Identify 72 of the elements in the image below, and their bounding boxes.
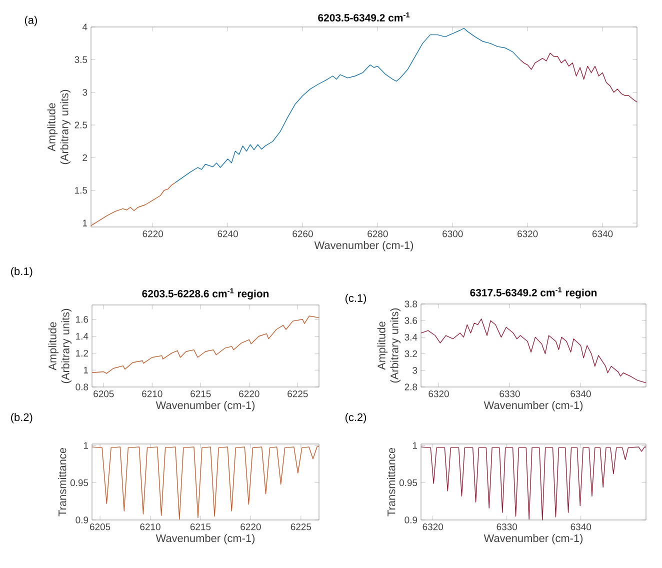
text: (a) (24, 16, 37, 26)
y-tick-label: 2.5 (74, 122, 88, 128)
y-tick-label: 1 (84, 442, 88, 449)
y-tick-label: 1.2 (76, 350, 88, 356)
x-tick-label: 6240 (218, 230, 238, 238)
x-tick-label: 6340 (570, 524, 592, 530)
text: (b.2) (11, 413, 32, 424)
y-tick-label: 0.9 (404, 516, 418, 524)
y-tick-label: 0.8 (76, 384, 88, 390)
y-tick-label: 0.95 (70, 479, 88, 486)
x-tick-label: 6320 (428, 390, 449, 398)
text: (b.1) (11, 267, 32, 278)
y-tick-label: 2.8 (404, 384, 418, 390)
x-tick-label: 6225 (290, 524, 312, 530)
x-tick-label: 6330 (500, 390, 520, 398)
y-tick-label: 2 (82, 154, 88, 162)
text: (c.1) (345, 294, 366, 304)
x-tick-label: 6340 (592, 230, 613, 238)
y-axis-title: Amplitude (Arbitrary units) (377, 308, 400, 383)
x-tick-label: 6205 (90, 524, 110, 530)
y-tick-label: 1 (82, 220, 88, 226)
line-series (92, 316, 320, 374)
x-tick-label: 6210 (140, 524, 160, 530)
y-tick-label: 1.6 (76, 316, 88, 323)
x-tick-label: 6210 (142, 390, 162, 398)
x-axis-title: Wavenumber (cm-1) (156, 534, 255, 544)
chart-title: 6203.5-6349.2 cm$^{-1}$ (318, 12, 410, 22)
y-tick-label: 1 (84, 366, 88, 374)
y-tick-label: 3.6 (404, 317, 418, 324)
y-axis-title: Amplitude (Arbitrary units) (48, 308, 72, 384)
line-series (420, 446, 646, 520)
x-tick-label: 6300 (442, 230, 463, 238)
x-axis-title: Wavenumber (cm-1) (484, 401, 583, 412)
chart-title: 6317.5-6349.2 cm$^{-1}$ region (470, 287, 597, 298)
x-axis-title: Wavenumber (cm-1) (484, 534, 583, 544)
x-tick-label: 6340 (570, 390, 591, 398)
y-tick-label: 1 (412, 442, 418, 449)
y-tick-label: 1.4 (76, 333, 88, 340)
x-tick-label: 6225 (288, 390, 308, 398)
x-tick-label: 6220 (142, 230, 163, 238)
y-axis-title: Amplitude (Arbitrary units) (47, 90, 70, 164)
y-axis-title: Transmittance (58, 448, 66, 516)
x-tick-label: 6320 (518, 230, 538, 238)
y-tick-label: 3 (82, 88, 88, 96)
x-tick-label: 6215 (190, 390, 211, 398)
y-tick-label: 3.8 (404, 300, 418, 308)
x-tick-label: 6205 (94, 390, 114, 398)
y-tick-label: 0.95 (399, 479, 418, 486)
chart-title: 6203.5-6228.6 cm$^{-1}$ region (142, 288, 269, 300)
x-axis-title: Wavenumber (cm-1) (156, 401, 255, 412)
y-tick-label: 3.5 (74, 56, 88, 64)
line-series (520, 52, 638, 102)
line-series (90, 182, 176, 226)
x-tick-label: 6220 (240, 524, 261, 530)
y-tick-label: 3.4 (404, 334, 418, 341)
line-series (174, 28, 520, 183)
x-tick-label: 6260 (292, 230, 313, 238)
y-tick-label: 3.2 (404, 350, 418, 358)
x-tick-label: 6330 (496, 524, 518, 530)
x-axis-title: Wavenumber (cm-1) (314, 241, 414, 252)
x-tick-label: 6215 (190, 524, 211, 530)
line-series (420, 318, 646, 384)
y-axis-title: Transmittance (387, 448, 396, 516)
y-tick-label: 3 (412, 367, 418, 374)
text: (c.2) (345, 413, 366, 424)
y-tick-label: 4 (82, 24, 88, 30)
x-tick-label: 6320 (422, 524, 443, 530)
y-tick-label: 0.9 (76, 516, 88, 524)
line-series (92, 446, 320, 520)
y-tick-label: 1.5 (75, 187, 88, 194)
x-tick-label: 6280 (368, 230, 388, 238)
x-tick-label: 6220 (239, 390, 260, 398)
